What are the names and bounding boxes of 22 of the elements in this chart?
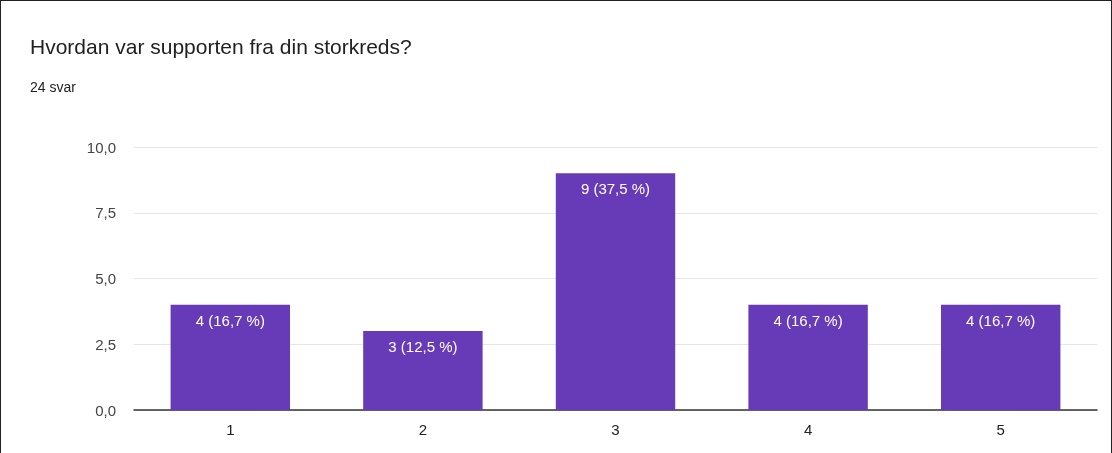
- bar: [940, 304, 1061, 410]
- x-tick-label: 5: [996, 421, 1005, 438]
- y-tick-label: 5,0: [95, 270, 116, 287]
- bar: [555, 173, 676, 410]
- bar: [748, 304, 868, 410]
- y-tick-label: 7,5: [95, 204, 116, 222]
- x-tick-label: 2: [418, 421, 428, 438]
- x-tick-label: 4: [803, 421, 813, 438]
- data-label: 9 (37,5 %): [580, 180, 651, 198]
- x-tick-label: 1: [226, 421, 235, 438]
- y-tick-label: 0,0: [95, 401, 116, 419]
- data-label: 4 (16,7 %): [195, 311, 265, 329]
- y-tick-label: 2,5: [95, 335, 116, 353]
- y-tick-label: 10,0: [86, 138, 116, 156]
- bar: [170, 304, 291, 410]
- data-label: 4 (16,7 %): [773, 311, 843, 329]
- bar: [363, 331, 483, 410]
- data-label: 4 (16,7 %): [966, 311, 1036, 329]
- chart-subtitle: 24 svar: [30, 79, 77, 95]
- x-tick-label: 3: [611, 421, 620, 438]
- data-label: 3 (12,5 %): [388, 338, 458, 356]
- chart-title: Hvordan var supporten fra din storkreds?: [30, 35, 412, 58]
